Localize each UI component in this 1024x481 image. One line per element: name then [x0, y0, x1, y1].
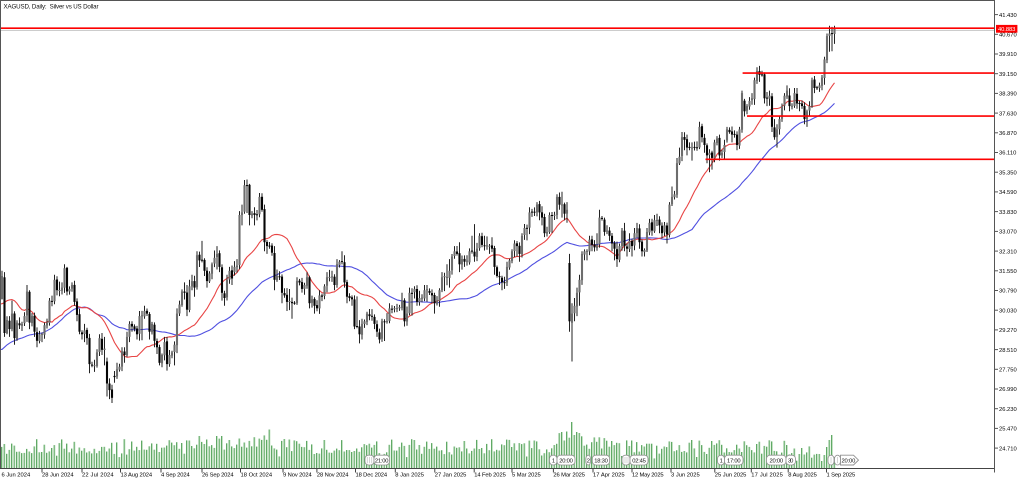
svg-text:1 Sep 2025: 1 Sep 2025: [827, 472, 856, 478]
svg-text:14 Feb 2025: 14 Feb 2025: [474, 472, 506, 478]
svg-text:36.870: 36.870: [999, 131, 1017, 137]
svg-text:XAGUSD, Daily: Silver vs US D: XAGUSD, Daily: Silver vs US Dollar: [4, 3, 99, 10]
svg-text:13 Aug 2024: 13 Aug 2024: [121, 472, 153, 478]
svg-text:26 Mar 2025: 26 Mar 2025: [553, 472, 585, 478]
svg-text:38.390: 38.390: [999, 92, 1017, 98]
svg-text:17:00: 17:00: [727, 458, 741, 464]
svg-text:17 Jul 2025: 17 Jul 2025: [751, 472, 783, 478]
svg-text:33.830: 33.830: [999, 210, 1017, 216]
svg-text:4 Sep 2024: 4 Sep 2024: [161, 472, 190, 478]
svg-text:27.750: 27.750: [999, 368, 1017, 374]
svg-text:6 Jun 2024: 6 Jun 2024: [2, 472, 31, 478]
svg-text:1: 1: [720, 458, 723, 464]
svg-text:1: 1: [552, 458, 555, 464]
svg-text:37.630: 37.630: [999, 111, 1017, 117]
svg-text:20:00: 20:00: [770, 458, 784, 464]
svg-text:34.590: 34.590: [999, 190, 1017, 196]
svg-text:39.150: 39.150: [999, 72, 1017, 78]
svg-text:28.510: 28.510: [999, 348, 1017, 354]
svg-text:35.350: 35.350: [999, 170, 1017, 176]
svg-text:24.710: 24.710: [999, 446, 1017, 452]
svg-text:26 Sep 2024: 26 Sep 2024: [202, 472, 234, 478]
svg-text:32.310: 32.310: [999, 249, 1017, 255]
svg-text:27 Jan 2025: 27 Jan 2025: [435, 472, 467, 478]
svg-text:20:00: 20:00: [559, 458, 573, 464]
svg-text:28 Nov 2024: 28 Nov 2024: [317, 472, 349, 478]
svg-text:30.790: 30.790: [999, 289, 1017, 295]
svg-text:25 Jun 2025: 25 Jun 2025: [715, 472, 747, 478]
svg-text:2: 2: [587, 458, 590, 464]
svg-text:40.670: 40.670: [999, 33, 1017, 39]
svg-text:26.230: 26.230: [999, 407, 1017, 413]
svg-text:30.030: 30.030: [999, 308, 1017, 314]
svg-text:12 May 2025: 12 May 2025: [632, 472, 664, 478]
svg-text:28 Jun 2024: 28 Jun 2024: [42, 472, 74, 478]
svg-text:25.470: 25.470: [999, 427, 1017, 433]
svg-text:31.550: 31.550: [999, 269, 1017, 275]
svg-text:21:00: 21:00: [375, 458, 389, 464]
svg-text:18 Dec 2024: 18 Dec 2024: [356, 472, 388, 478]
svg-text:26.990: 26.990: [999, 387, 1017, 393]
svg-text:22 Jul 2024: 22 Jul 2024: [82, 472, 114, 478]
svg-text:30: 30: [788, 458, 793, 464]
svg-text:20:00: 20:00: [842, 458, 856, 464]
svg-text:41.430: 41.430: [999, 13, 1017, 19]
svg-text:18 Oct 2024: 18 Oct 2024: [241, 472, 273, 478]
svg-text:29.270: 29.270: [999, 328, 1017, 334]
svg-text:18:30: 18:30: [594, 458, 608, 464]
svg-text:8 Jan 2025: 8 Jan 2025: [395, 472, 424, 478]
svg-text:5 Mar 2025: 5 Mar 2025: [512, 472, 541, 478]
svg-text:36.110: 36.110: [999, 151, 1016, 157]
svg-text:40.883: 40.883: [998, 27, 1015, 33]
svg-text:17 Apr 2025: 17 Apr 2025: [593, 472, 625, 478]
svg-text:8 Aug 2025: 8 Aug 2025: [788, 472, 817, 478]
svg-text:39.910: 39.910: [999, 52, 1017, 58]
svg-text:3 Jun 2025: 3 Jun 2025: [671, 472, 700, 478]
svg-text:02:45: 02:45: [632, 458, 646, 464]
svg-text:33.070: 33.070: [999, 230, 1017, 236]
svg-text:9 Nov 2024: 9 Nov 2024: [283, 472, 312, 478]
